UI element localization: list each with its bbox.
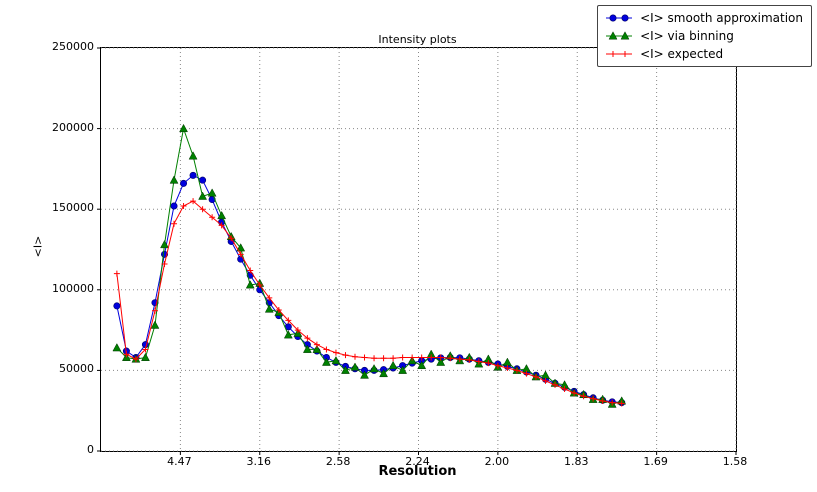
y-tick-label: 50000 <box>59 362 94 376</box>
chart-title: Intensity plots <box>378 33 457 46</box>
y-tick-label: 100000 <box>52 281 94 295</box>
y-tick-label: 150000 <box>52 201 94 215</box>
x-tick-label: 1.83 <box>564 455 589 468</box>
y-tick-label: 0 <box>87 443 94 456</box>
x-tick-label: 1.69 <box>643 455 668 468</box>
legend-label: <I> expected <box>640 47 724 61</box>
plot-area <box>97 47 737 455</box>
series-triangle <box>112 123 627 408</box>
legend-marker-triangle-icon <box>606 31 633 40</box>
y-tick-label: 250000 <box>52 40 94 53</box>
y-axis-label: <I> <box>31 235 45 258</box>
legend-marker-circle-icon <box>606 14 633 22</box>
x-tick-label: 3.16 <box>246 455 272 468</box>
x-tick-label: 2.58 <box>325 455 351 468</box>
x-tick-label: 2.24 <box>405 455 430 468</box>
y-tick-label: 200000 <box>52 120 94 134</box>
legend-label: <I> smooth approximation <box>640 11 803 25</box>
series-plus <box>113 198 625 407</box>
x-tick-label: 4.47 <box>167 455 192 468</box>
x-tick-label: 1.58 <box>722 455 748 468</box>
legend-item: <I> expected <box>604 46 803 62</box>
legend-marker-plus-icon <box>606 51 633 57</box>
legend-label: <I> via binning <box>640 29 734 43</box>
x-tick-label: 2.00 <box>484 455 510 468</box>
legend-item: <I> via binning <box>604 28 803 44</box>
legend: <I> smooth approximation <I> via binning <… <box>597 5 812 67</box>
plot-canvas <box>97 47 737 455</box>
x-axis-label: Resolution <box>378 464 457 479</box>
legend-item: <I> smooth approximation <box>604 10 803 26</box>
series-circle <box>113 171 626 407</box>
